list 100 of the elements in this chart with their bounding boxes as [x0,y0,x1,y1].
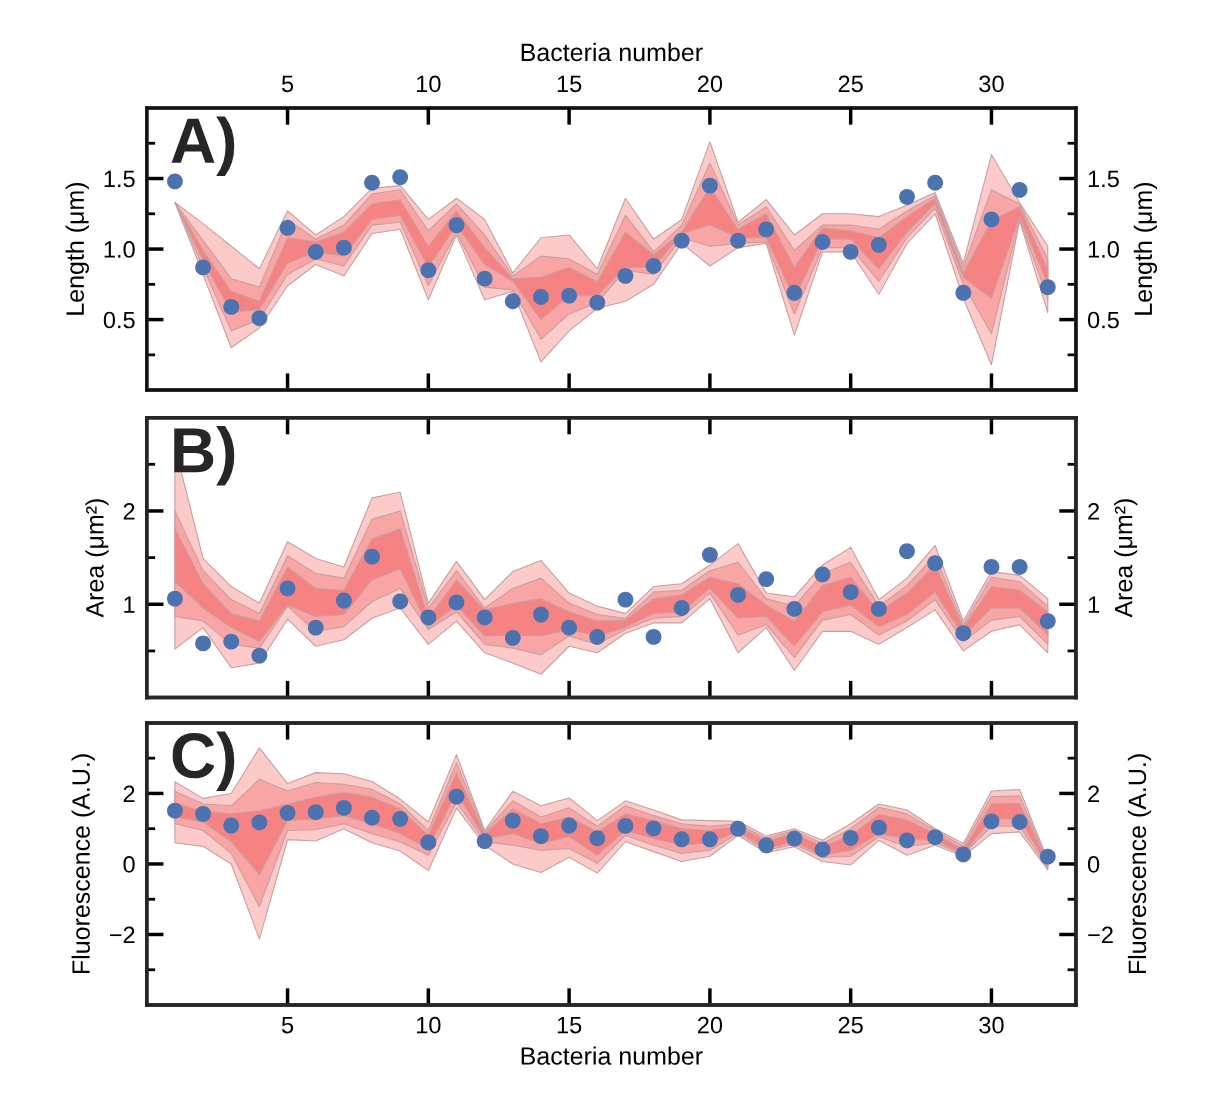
point [870,601,887,617]
point [617,817,634,834]
y-tick-label: 1.5 [104,170,135,188]
point [786,601,803,617]
y-tick-label: 0 [123,856,135,873]
point [420,609,437,626]
point [730,587,746,603]
point [730,820,746,837]
y-tick-label: 1.0 [104,241,135,258]
y-tick-label: 2 [123,785,135,802]
y2-tick-label: 2 [1088,503,1099,520]
x-tick-label: 30 [979,1016,1004,1034]
point [307,804,324,821]
point [927,555,944,572]
y2-tick-label: 0 [1087,856,1100,873]
point [1039,848,1056,865]
y-tick-label: 2 [123,503,135,520]
point [392,810,409,827]
point [195,259,211,276]
point [167,802,183,819]
point [364,809,380,826]
point [195,805,211,822]
point [223,817,240,834]
y2-tick-label: 1.5 [1088,170,1119,188]
point [335,592,352,609]
point [307,619,324,636]
point [448,788,465,805]
annotation: B) [174,426,235,486]
point [589,294,606,311]
y-axis-title: Length (μm) [65,182,89,315]
y2-tick-label: 2 [1088,785,1099,802]
point [448,217,465,233]
point [561,619,578,636]
point [476,609,493,626]
y-tick-label: 0.5 [103,311,135,329]
point [1011,181,1028,198]
point [899,188,915,205]
point [448,594,465,611]
point [673,600,690,616]
annotation: C) [172,731,235,791]
point [842,829,859,846]
point [533,606,549,623]
point [533,289,549,305]
annotation: A) [171,116,235,177]
x2-tick-label: 20 [697,75,723,93]
point [730,232,746,249]
point [279,804,296,821]
point [983,559,1000,575]
y2-axis-title: Fluorescence (A.U.) [1127,754,1152,974]
y-axis-title: Fluorescence (A.U.) [71,754,95,974]
y2-tick-label: 1.0 [1088,241,1119,258]
point [1011,814,1028,830]
point [364,174,380,191]
point [814,234,831,250]
point [758,571,775,587]
point [842,243,859,260]
point [392,169,409,186]
y2-tick-label: −2 [1088,926,1113,944]
point [673,831,690,848]
point [870,819,887,836]
x2-tick-label: 5 [281,75,294,93]
point [561,817,578,834]
point [814,566,831,583]
point [701,546,718,563]
point [195,635,211,652]
point [983,813,1000,830]
x2-tick-label: 30 [979,75,1004,93]
point [955,846,972,863]
y2-tick-label: 0.5 [1087,311,1119,329]
point [617,591,634,608]
point [645,258,662,274]
y2-axis-title: Area (μm²) [1114,499,1138,618]
point [814,841,831,858]
point [645,629,662,645]
point [589,629,606,645]
point [955,284,972,301]
x2-tick-label: 25 [838,75,863,93]
point [533,828,549,845]
point [476,270,493,287]
x-tick-label: 25 [838,1016,863,1034]
point [279,580,296,597]
point [786,284,803,301]
y-tick-label: −2 [109,926,135,944]
point [335,239,352,256]
point [701,831,718,848]
x2-axis-title: Bacteria number [521,42,703,62]
point [504,812,521,829]
point [476,833,493,849]
point [392,593,409,610]
point [1039,613,1056,629]
point [223,298,240,315]
point [279,219,296,236]
point [786,830,803,847]
point [307,243,324,260]
point [673,232,690,249]
point [251,647,268,664]
point [870,236,887,253]
point [561,287,578,304]
x2-tick-label: 10 [417,75,441,93]
point [251,814,268,831]
